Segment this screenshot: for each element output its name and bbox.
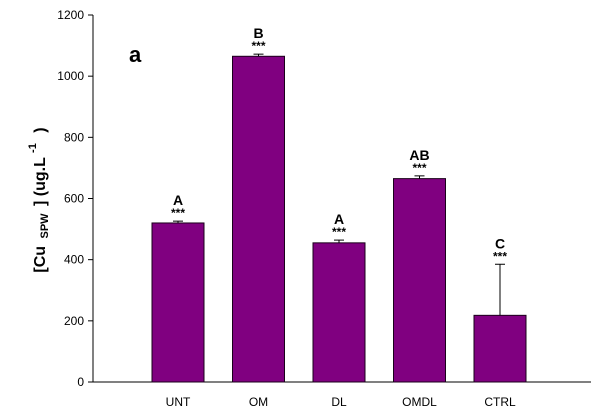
y-tick-label: 0 [77, 375, 84, 389]
bar-om [232, 55, 285, 383]
x-tick-label: OMDL [402, 395, 437, 409]
y-tick-label: 600 [64, 192, 84, 206]
bar-ctrl [473, 314, 527, 383]
x-tick-label: OM [249, 395, 268, 409]
group-letter-label: B [253, 25, 263, 41]
y-axis-label-rest: ] (ug.L [32, 157, 49, 206]
bar-omdl [393, 178, 446, 383]
bars [151, 55, 527, 383]
y-tick-label: 800 [64, 130, 84, 144]
x-tick-label: CTRL [484, 395, 516, 409]
panel-label: a [129, 42, 142, 67]
y-tick-label: 200 [64, 314, 84, 328]
significance-label: *** [412, 161, 426, 175]
y-axis-label-subscript: SPW [39, 213, 51, 239]
significance-label: *** [251, 39, 265, 53]
significance-label: *** [171, 206, 185, 220]
group-letter-label: A [173, 192, 183, 208]
group-letter-label: AB [409, 147, 429, 163]
y-tick-label: 400 [64, 253, 84, 267]
annotations: ***A***B***A***AB***C [171, 25, 507, 263]
y-tick-label: 1000 [57, 69, 84, 83]
y-axis-ticks: 0 200 400 600 800 1000 1200 [57, 8, 93, 389]
x-tick-label: DL [331, 395, 347, 409]
y-tick-label: 1200 [57, 8, 84, 22]
y-axis-label-superscript: -1 [27, 143, 39, 153]
bar-unt [151, 222, 205, 383]
error-bars [173, 53, 505, 316]
group-letter-label: C [495, 235, 505, 251]
x-tick-label: UNT [166, 395, 191, 409]
y-axis-label-main: [Cu [32, 246, 49, 273]
significance-label: *** [332, 225, 346, 239]
y-axis-label: [Cu SPW ] (ug.L -1 ) [23, 127, 52, 272]
x-axis-ticks: UNT OM DL OMDL CTRL [166, 395, 516, 409]
group-letter-label: A [334, 211, 344, 227]
significance-label: *** [493, 249, 507, 263]
y-axis-label-close: ) [32, 127, 49, 132]
bar-dl [312, 242, 366, 383]
